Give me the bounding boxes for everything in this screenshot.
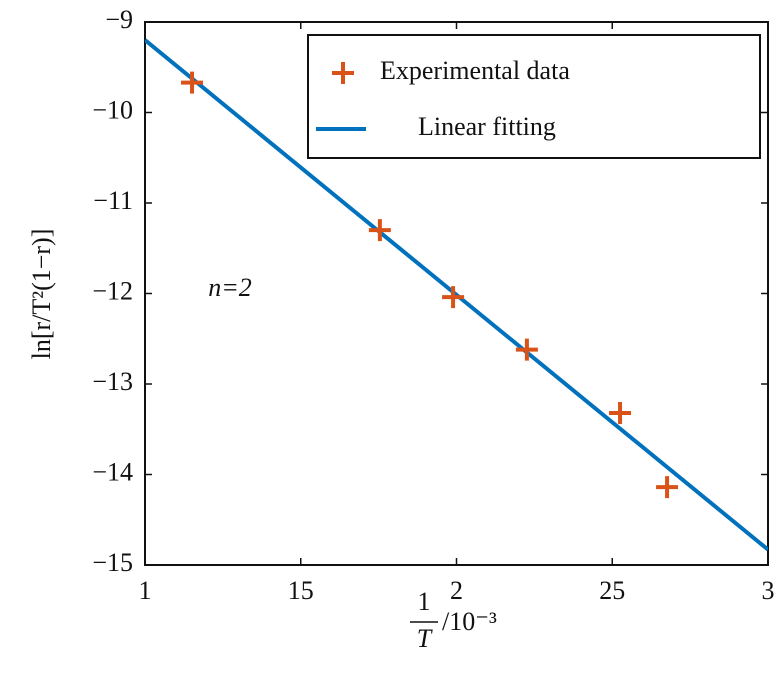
y-tick-label: −13 bbox=[92, 367, 133, 396]
y-axis-label: ln[r/T²(1−r)] bbox=[27, 229, 56, 360]
data-point bbox=[181, 71, 204, 94]
y-tick-label: −15 bbox=[92, 548, 133, 577]
legend-label: Experimental data bbox=[380, 56, 570, 85]
legend-label: Linear fitting bbox=[418, 112, 556, 141]
legend-marker bbox=[332, 62, 354, 84]
fit-line bbox=[145, 38, 768, 552]
data-point bbox=[368, 219, 391, 242]
x-tick-label: 25 bbox=[599, 576, 625, 605]
data-point bbox=[515, 338, 538, 361]
data-point bbox=[442, 286, 465, 309]
axes-box bbox=[144, 21, 769, 566]
x-tick-label: 3 bbox=[762, 576, 775, 605]
y-tick-label: −12 bbox=[92, 276, 133, 305]
x-label-denominator: T bbox=[417, 624, 433, 653]
x-label-unit: /10⁻³ bbox=[442, 607, 497, 636]
y-tick-label: −9 bbox=[105, 5, 133, 34]
annotation: n=2 bbox=[208, 273, 252, 302]
x-tick-label: 2 bbox=[450, 576, 463, 605]
y-tick-label: −11 bbox=[93, 186, 133, 215]
x-tick-label: 1 bbox=[139, 576, 152, 605]
x-tick-label: 15 bbox=[288, 576, 314, 605]
y-tick-label: −14 bbox=[92, 457, 133, 486]
legend-box bbox=[307, 34, 761, 159]
data-point bbox=[609, 401, 632, 424]
y-tick-label: −10 bbox=[92, 95, 133, 124]
data-point bbox=[656, 476, 679, 499]
x-label-numerator: 1 bbox=[418, 587, 431, 616]
